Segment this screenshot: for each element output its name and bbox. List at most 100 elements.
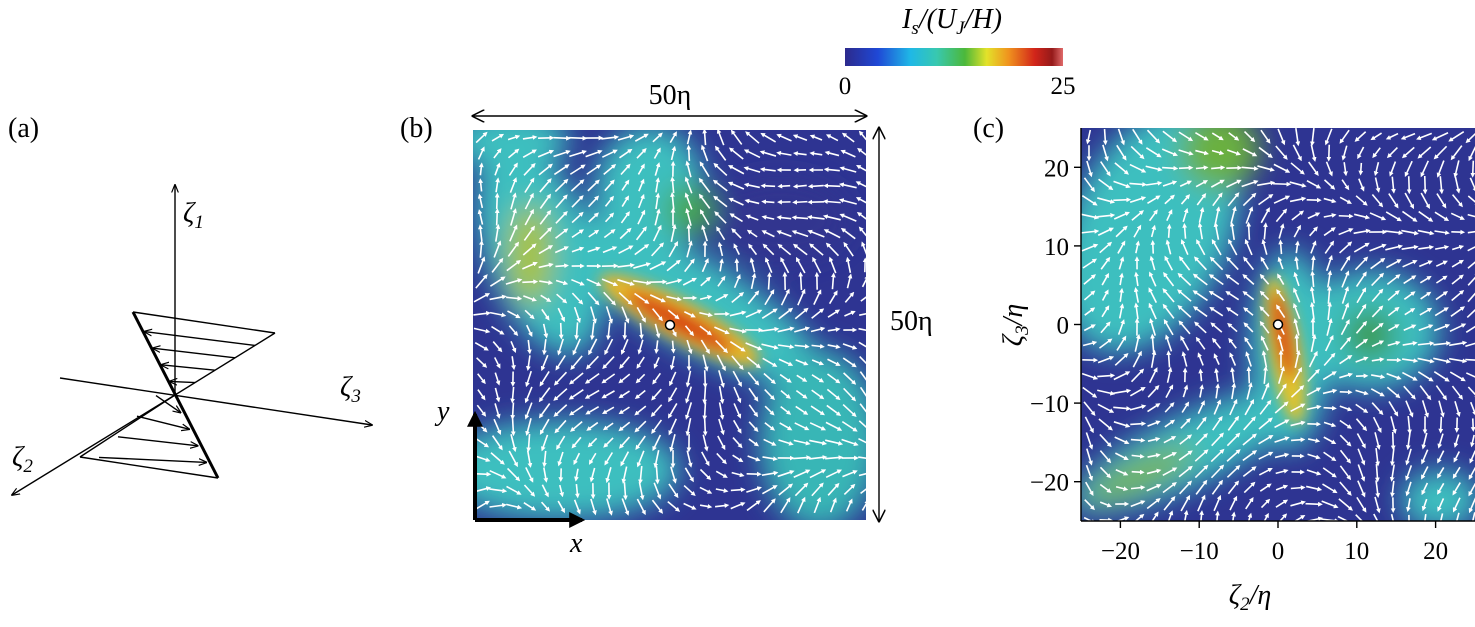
flow-arrow (618, 245, 634, 255)
flow-arrow (824, 150, 840, 157)
flow-arrow (1467, 213, 1475, 218)
flow-arrow (1468, 146, 1475, 162)
flow-arrow (699, 209, 710, 226)
flow-arrow (717, 275, 726, 287)
flow-arrow (1081, 213, 1100, 220)
flow-arrow (761, 199, 775, 205)
flow-arrow (588, 229, 600, 238)
flow-arrow (669, 131, 677, 144)
flow-arrow (511, 356, 516, 371)
flow-arrow (823, 229, 841, 239)
flow-arrow (1406, 176, 1412, 195)
flow-arrow (1177, 272, 1192, 287)
flow-arrow (1129, 386, 1146, 397)
flow-arrow (1355, 271, 1367, 288)
flow-arrow (1148, 287, 1158, 303)
flow-arrow (809, 151, 823, 156)
flow-arrow (1357, 448, 1366, 466)
flow-arrow (702, 434, 709, 452)
flow-arrow (574, 483, 580, 499)
flow-arrow (1435, 275, 1448, 284)
flow-arrow (1151, 511, 1159, 521)
flow-arrow (670, 176, 675, 194)
flow-arrow (1355, 195, 1368, 206)
flow-arrow (1339, 419, 1353, 429)
flow-arrow (729, 310, 747, 317)
flow-arrow (1145, 165, 1163, 172)
flow-arrow (685, 207, 692, 226)
flow-arrow (1353, 213, 1371, 220)
flow-arrow (1228, 337, 1237, 349)
flow-arrow (729, 340, 746, 352)
flow-arrow (1130, 145, 1145, 160)
flow-arrow (542, 339, 547, 356)
flow-arrow (733, 274, 741, 289)
flow-arrow (510, 402, 516, 420)
flow-arrow (1227, 415, 1240, 431)
flow-arrow (668, 483, 679, 499)
flow-arrow (1465, 342, 1475, 348)
flow-arrow (1405, 432, 1411, 451)
flow-arrow (654, 340, 659, 354)
flow-arrow (763, 438, 777, 446)
x-tick-label: −20 (1101, 538, 1140, 565)
flow-arrow (778, 439, 794, 446)
flow-arrow (571, 436, 582, 449)
flow-arrow (714, 145, 727, 161)
flow-arrow (510, 340, 517, 353)
flow-arrow (1354, 256, 1369, 271)
flow-arrow (620, 211, 630, 224)
flow-arrow (620, 338, 629, 355)
flow-arrow (1243, 131, 1256, 143)
flow-arrow (683, 311, 696, 318)
flow-arrow (828, 256, 837, 274)
flow-arrow (508, 450, 518, 468)
flow-arrow (1210, 179, 1225, 188)
flow-arrow (1388, 193, 1399, 209)
flow-arrow (522, 243, 537, 256)
flow-arrow (1084, 416, 1094, 434)
flow-arrow (826, 388, 841, 401)
flow-arrow (793, 151, 807, 156)
flow-arrow (813, 289, 822, 305)
flow-arrow (632, 279, 652, 286)
flow-arrow (1289, 181, 1307, 188)
flow-arrow (1275, 468, 1289, 475)
flow-arrow (1309, 286, 1315, 304)
flow-arrow (1355, 338, 1369, 349)
panel-label: (b) (400, 113, 433, 144)
flow-arrow (747, 290, 760, 305)
flow-arrow (588, 452, 597, 465)
flow-arrow (827, 358, 841, 366)
flow-arrow (796, 374, 808, 382)
flow-arrow (506, 259, 522, 272)
flow-arrow (1195, 433, 1208, 446)
flow-arrow (655, 192, 661, 210)
flow-arrow (1454, 176, 1461, 194)
flow-arrow (746, 356, 761, 369)
flow-arrow (1097, 389, 1116, 396)
flow-arrow (1369, 243, 1387, 252)
flow-arrow (1384, 230, 1404, 236)
flow-arrow (618, 373, 631, 384)
flow-arrow (1227, 322, 1238, 333)
flow-arrow (494, 192, 500, 209)
flow-arrow (684, 325, 695, 337)
flow-arrow (1263, 222, 1268, 240)
flow-arrow (1082, 386, 1098, 398)
flow-arrow (840, 149, 856, 158)
flow-arrow (1178, 149, 1194, 156)
flow-arrow (731, 292, 745, 304)
flow-arrow (1242, 466, 1257, 477)
flow-arrow (793, 455, 812, 460)
flow-arrow (686, 130, 693, 145)
flow-arrow (494, 372, 501, 386)
flow-arrow (524, 177, 535, 193)
flow-arrow (601, 373, 616, 384)
flow-arrow (1277, 366, 1285, 384)
flow-arrow (1162, 288, 1175, 303)
flow-arrow (1371, 402, 1384, 416)
flow-arrow (825, 469, 843, 479)
flow-arrow (685, 386, 693, 404)
flow-arrow (510, 386, 515, 404)
